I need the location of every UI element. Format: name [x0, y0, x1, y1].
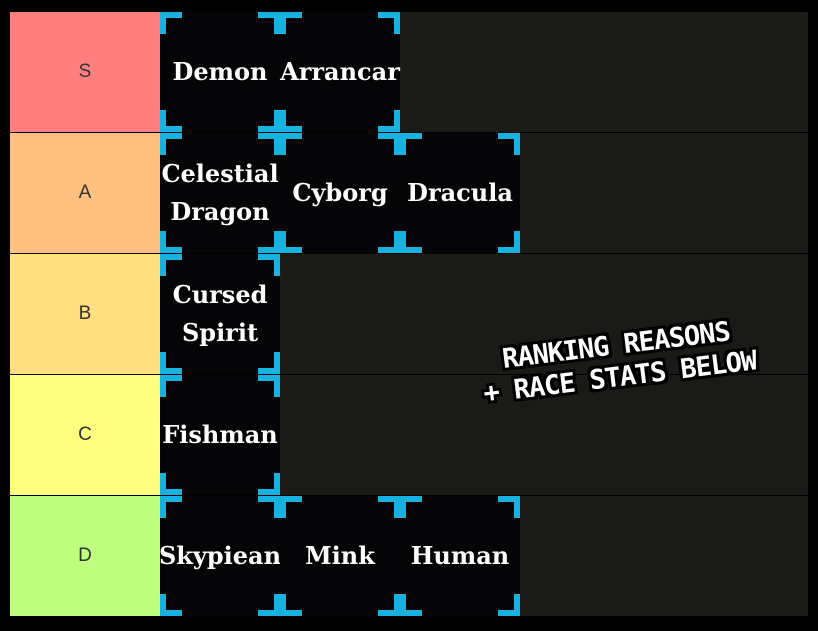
corner-bracket-icon — [160, 110, 182, 132]
corner-bracket-icon — [258, 473, 280, 495]
tier-item-name: Mink — [305, 540, 375, 570]
corner-bracket-icon — [160, 254, 182, 276]
corner-bracket-icon — [258, 231, 280, 253]
tier-item-tile[interactable]: Arrancar — [280, 12, 400, 132]
corner-bracket-icon — [160, 133, 182, 155]
tier-row-s: S Demon Arrancar — [10, 12, 808, 132]
corner-bracket-icon — [258, 594, 280, 616]
tier-item-tile[interactable]: Demon — [160, 12, 280, 132]
corner-bracket-icon — [498, 231, 520, 253]
corner-bracket-icon — [160, 496, 182, 518]
corner-bracket-icon — [498, 496, 520, 518]
corner-bracket-icon — [280, 231, 302, 253]
tier-items[interactable]: Cursed Spirit — [160, 254, 808, 374]
corner-bracket-icon — [280, 110, 302, 132]
corner-bracket-icon — [280, 496, 302, 518]
corner-bracket-icon — [400, 496, 422, 518]
tier-item-tile[interactable]: Mink — [280, 496, 400, 616]
corner-bracket-icon — [160, 352, 182, 374]
tier-label[interactable]: S — [10, 12, 160, 132]
corner-bracket-icon — [378, 12, 400, 34]
tier-list: S Demon Arrancar A Celestial Dragon Cyborg Dra… — [10, 12, 808, 617]
corner-bracket-icon — [160, 473, 182, 495]
tier-item-tile[interactable]: Skypiean — [158, 496, 282, 616]
corner-bracket-icon — [400, 594, 422, 616]
tier-row-c: C Fishman — [10, 375, 808, 495]
tier-item-name: Arrancar — [280, 56, 400, 86]
corner-bracket-icon — [378, 110, 400, 132]
corner-bracket-icon — [258, 254, 280, 276]
tier-row-a: A Celestial Dragon Cyborg Dracula — [10, 133, 808, 253]
tier-items[interactable]: Skypiean Mink Human — [158, 496, 808, 616]
corner-bracket-icon — [280, 12, 302, 34]
tier-item-name: Dracula — [407, 177, 513, 207]
tier-item-name: Celestial Dragon — [161, 158, 279, 226]
tier-item-tile[interactable]: Celestial Dragon — [160, 133, 280, 253]
corner-bracket-icon — [258, 352, 280, 374]
tier-row-d: D Skypiean Mink Human — [10, 496, 808, 616]
corner-bracket-icon — [160, 594, 182, 616]
tier-label[interactable]: D — [10, 496, 160, 616]
corner-bracket-icon — [258, 133, 280, 155]
tier-item-name: Cursed Spirit — [172, 279, 268, 347]
corner-bracket-icon — [400, 133, 422, 155]
tier-label[interactable]: C — [10, 375, 160, 495]
tier-item-tile[interactable]: Cursed Spirit — [160, 254, 280, 374]
tier-label[interactable]: B — [10, 254, 160, 374]
tier-items[interactable]: Fishman — [160, 375, 808, 495]
tier-item-name: Cyborg — [292, 177, 388, 207]
tier-item-name: Human — [410, 540, 510, 570]
corner-bracket-icon — [280, 594, 302, 616]
corner-bracket-icon — [498, 133, 520, 155]
tier-item-tile[interactable]: Cyborg — [280, 133, 400, 253]
corner-bracket-icon — [160, 12, 182, 34]
tier-items[interactable]: Demon Arrancar — [160, 12, 808, 132]
corner-bracket-icon — [258, 110, 280, 132]
tier-item-tile[interactable]: Fishman — [160, 375, 280, 495]
corner-bracket-icon — [160, 375, 182, 397]
tier-item-name: Fishman — [162, 419, 278, 449]
corner-bracket-icon — [378, 133, 400, 155]
corner-bracket-icon — [258, 375, 280, 397]
tier-item-name: Skypiean — [158, 540, 282, 570]
tier-items[interactable]: Celestial Dragon Cyborg Dracula — [160, 133, 808, 253]
tier-item-name: Demon — [172, 56, 268, 86]
corner-bracket-icon — [160, 231, 182, 253]
corner-bracket-icon — [498, 594, 520, 616]
corner-bracket-icon — [378, 594, 400, 616]
tier-item-tile[interactable]: Dracula — [400, 133, 520, 253]
corner-bracket-icon — [378, 231, 400, 253]
corner-bracket-icon — [258, 496, 280, 518]
tier-item-tile[interactable]: Human — [400, 496, 520, 616]
corner-bracket-icon — [280, 133, 302, 155]
corner-bracket-icon — [400, 231, 422, 253]
tier-row-b: B Cursed Spirit — [10, 254, 808, 374]
corner-bracket-icon — [258, 12, 280, 34]
corner-bracket-icon — [378, 496, 400, 518]
tier-label[interactable]: A — [10, 133, 160, 253]
